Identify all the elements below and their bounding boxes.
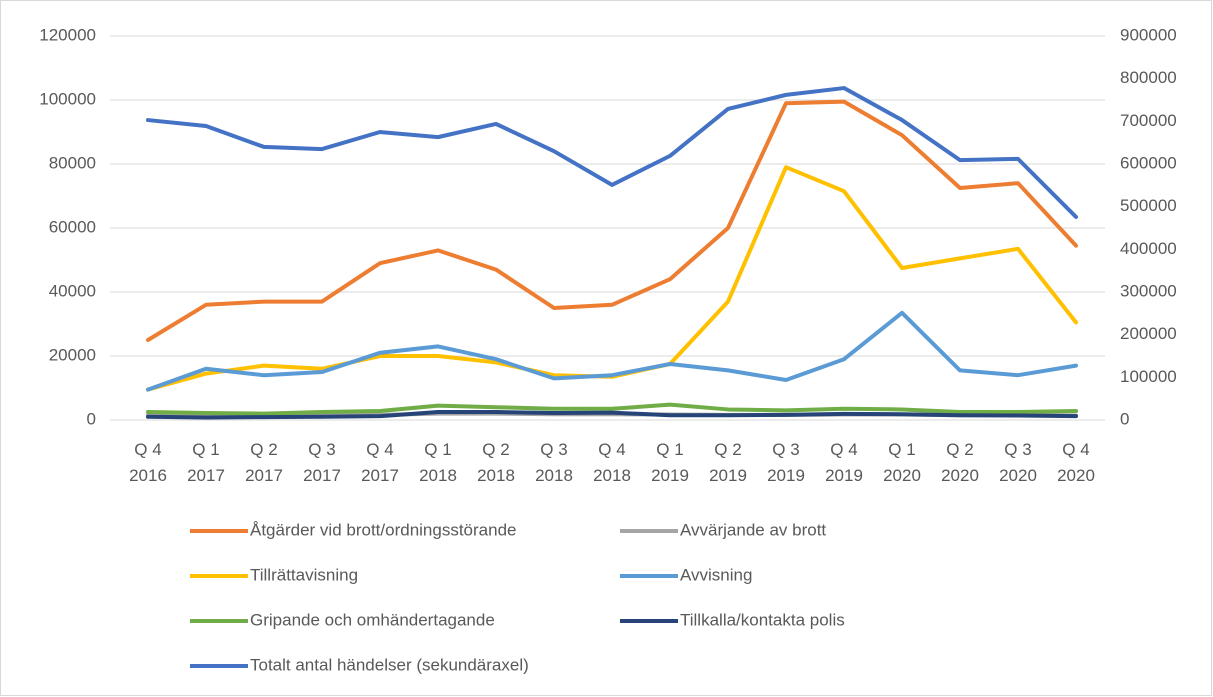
legend-label: Åtgärder vid brott/ordningsstörande bbox=[250, 520, 517, 539]
y-tick-label: 80000 bbox=[49, 153, 96, 172]
y-tick-label: 40000 bbox=[49, 281, 96, 300]
legend-label: Tillkalla/kontakta polis bbox=[680, 610, 845, 629]
y2-tick-label: 800000 bbox=[1120, 68, 1177, 87]
x-tick-label: Q 2 2019 bbox=[709, 440, 747, 485]
y2-tick-label: 0 bbox=[1120, 409, 1129, 428]
y-tick-label: 120000 bbox=[39, 25, 96, 44]
x-tick-label: Q 4 2017 bbox=[361, 440, 399, 485]
y2-tick-label: 400000 bbox=[1120, 239, 1177, 258]
x-tick-label: Q 3 2019 bbox=[767, 440, 805, 485]
series-line bbox=[146, 310, 1078, 392]
x-tick-label: Q 3 2018 bbox=[535, 440, 573, 485]
x-tick-label: Q 3 2017 bbox=[303, 440, 341, 485]
x-tick-label: Q 4 2018 bbox=[593, 440, 631, 485]
x-tick-label: Q 4 2019 bbox=[825, 440, 863, 485]
y-tick-label: 0 bbox=[87, 409, 96, 428]
x-tick-label: Q 1 2019 bbox=[651, 440, 689, 485]
x-tick-label: Q 4 2020 bbox=[1057, 440, 1095, 485]
y2-tick-label: 600000 bbox=[1120, 153, 1177, 172]
x-tick-label: Q 4 2016 bbox=[129, 440, 167, 485]
y2-tick-label: 700000 bbox=[1120, 111, 1177, 130]
series-line bbox=[146, 410, 1078, 420]
x-tick-label: Q 1 2018 bbox=[419, 440, 457, 485]
x-tick-label: Q 2 2017 bbox=[245, 440, 283, 485]
legend-label: Tillrättavisning bbox=[250, 565, 358, 584]
y2-tick-label: 900000 bbox=[1120, 25, 1177, 44]
y2-tick-label: 500000 bbox=[1120, 196, 1177, 215]
series-line bbox=[146, 402, 1078, 416]
x-tick-label: Q 2 2020 bbox=[941, 440, 979, 485]
x-tick-label: Q 1 2017 bbox=[187, 440, 225, 485]
y2-tick-label: 300000 bbox=[1120, 281, 1177, 300]
legend-label: Avvärjande av brott bbox=[680, 520, 826, 539]
legend-label: Gripande och omhändertagande bbox=[250, 610, 495, 629]
y-tick-label: 100000 bbox=[39, 89, 96, 108]
series-line bbox=[146, 99, 1078, 342]
y2-tick-label: 100000 bbox=[1120, 367, 1177, 386]
y2-tick-label: 200000 bbox=[1120, 324, 1177, 343]
legend-label: Avvisning bbox=[680, 565, 752, 584]
y-tick-label: 20000 bbox=[49, 345, 96, 364]
series-line bbox=[146, 86, 1078, 219]
legend-label: Totalt antal händelser (sekundäraxel) bbox=[250, 655, 529, 674]
x-tick-label: Q 1 2020 bbox=[883, 440, 921, 485]
y-tick-label: 60000 bbox=[49, 217, 96, 236]
x-tick-label: Q 2 2018 bbox=[477, 440, 515, 485]
x-tick-label: Q 3 2020 bbox=[999, 440, 1037, 485]
